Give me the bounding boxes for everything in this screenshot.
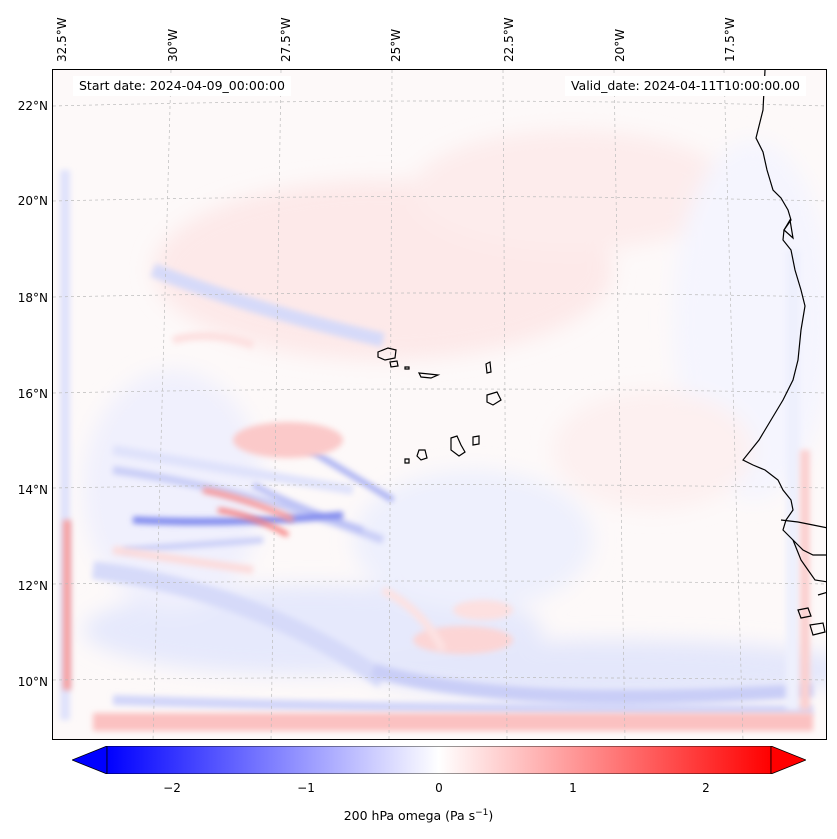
- island-santo-antao: [377, 347, 397, 361]
- lon-label-20w: 20°W: [613, 28, 627, 62]
- start-date-label: Start date: 2024-04-09_00:00:00: [73, 76, 291, 96]
- island-sao-nicolau: [417, 372, 441, 379]
- omega-field-map: [53, 70, 826, 739]
- gridline-lat-14: [53, 484, 826, 489]
- gridlines: [53, 70, 826, 739]
- gridline-lon-27-5: [270, 70, 282, 739]
- lat-label-18n: 18°N: [17, 291, 48, 305]
- valid-date-label: Valid_date: 2024-04-11T10:00:00.00: [564, 76, 806, 96]
- island-santiago: [450, 435, 466, 457]
- lon-label-30w: 30°W: [166, 28, 180, 62]
- gridline-lat-16: [53, 388, 826, 394]
- coastline-islet: [783, 218, 794, 240]
- coastline-gambia: [780, 519, 826, 529]
- coastline: [377, 70, 826, 636]
- gridline-lon-30: [152, 70, 172, 739]
- colorbar-title-text: 200 hPa omega (Pa s: [343, 808, 476, 824]
- lon-label-25w: 25°W: [389, 28, 403, 62]
- island-fogo: [416, 449, 428, 461]
- island-maio: [472, 435, 480, 446]
- lon-label-27-5w: 27.5°W: [279, 17, 293, 62]
- colorbar-tick-label-0: 0: [435, 781, 443, 795]
- coastline-guinea: [792, 539, 826, 583]
- gridline-lat-18: [53, 292, 826, 298]
- island-santa-luzia: [404, 366, 410, 370]
- colorbar-extend-min: [72, 746, 108, 774]
- colorbar-extend-max: [770, 746, 806, 774]
- colorbar-title-exponent: −1: [475, 808, 489, 818]
- lon-label-32-5w: 32.5°W: [55, 17, 69, 62]
- coastline-west-africa: [742, 70, 826, 556]
- island-sao-vicente: [389, 360, 399, 368]
- island-sal: [485, 361, 492, 374]
- lat-label-16n: 16°N: [17, 387, 48, 401]
- island-brava: [404, 458, 410, 464]
- colorbar-title: 200 hPa omega (Pa s−1): [0, 808, 837, 823]
- coastline-bissagos-1: [797, 607, 812, 619]
- gridline-lon-22-5: [502, 70, 508, 739]
- coastline-bissagos-2: [809, 622, 826, 636]
- lat-label-12n: 12°N: [17, 579, 48, 593]
- colorbar-tick-label-neg1: −1: [297, 781, 315, 795]
- gridline-lon-17-5: [723, 70, 744, 739]
- gridline-lon-25: [388, 70, 393, 739]
- gridline-lat-10: [53, 677, 826, 681]
- lat-label-20n: 20°N: [17, 194, 48, 208]
- lon-label-22-5w: 22.5°W: [502, 17, 516, 62]
- colorbar-tick-label-neg2: −2: [163, 781, 181, 795]
- map-panel[interactable]: [52, 69, 827, 740]
- gridline-lat-12: [53, 580, 826, 585]
- colorbar-tick-label-2: 2: [702, 781, 710, 795]
- gridline-lon-20: [613, 70, 626, 739]
- colorbar: [72, 746, 806, 774]
- lat-label-22n: 22°N: [17, 99, 48, 113]
- colorbar-gradient: [106, 746, 772, 774]
- lon-label-17-5w: 17.5°W: [723, 17, 737, 62]
- lat-label-14n: 14°N: [17, 483, 48, 497]
- colorbar-title-close: ): [488, 808, 494, 824]
- island-boa-vista: [486, 391, 502, 406]
- gridline-lat-22: [53, 100, 826, 107]
- colorbar-tick-label-1: 1: [569, 781, 577, 795]
- field-red-streaks: [63, 332, 814, 731]
- coastline-southern: [817, 591, 826, 596]
- gridline-lat-20: [53, 196, 826, 202]
- lat-label-10n: 10°N: [17, 675, 48, 689]
